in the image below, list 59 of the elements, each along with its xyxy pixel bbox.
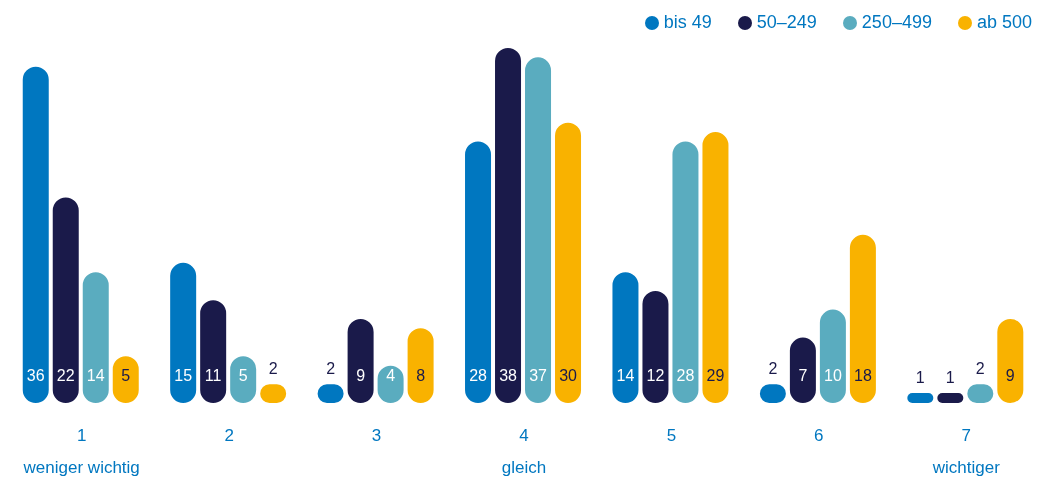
text: gleich — [501, 458, 547, 477]
legend-label: ab 500 — [976, 12, 1032, 33]
x-tick-label: 1 — [76, 426, 87, 445]
data-label: 9 — [356, 367, 366, 384]
bar — [82, 272, 109, 403]
bar — [555, 122, 582, 403]
data-label: 14 — [86, 367, 105, 384]
data-label: 8 — [416, 367, 426, 384]
bar — [52, 197, 79, 403]
legend-label: 250–499 — [861, 12, 932, 33]
data-label: 15 — [174, 367, 193, 384]
x-tick-label: 2 — [224, 426, 234, 445]
bar — [849, 234, 876, 403]
bar — [672, 141, 699, 403]
x-tick-label: 7 — [961, 426, 972, 445]
data-label: 9 — [1005, 367, 1015, 384]
data-label: 2 — [326, 360, 336, 378]
data-label: 14 — [616, 367, 635, 384]
data-label: 36 — [26, 367, 45, 384]
data-label: 28 — [676, 367, 695, 384]
data-label: 4 — [386, 367, 396, 384]
data-label: 22 — [56, 367, 75, 384]
bar — [170, 262, 197, 403]
bar — [200, 300, 227, 403]
data-label: 29 — [706, 367, 725, 384]
legend-label: 50–249 — [756, 12, 817, 33]
data-label: 2 — [768, 360, 778, 378]
data-label: 5 — [238, 367, 248, 384]
x-tick-label: 3 — [371, 426, 382, 445]
bar — [495, 48, 522, 403]
bar — [819, 309, 846, 403]
data-label: 18 — [853, 367, 872, 384]
x-tick-label: 5 — [666, 426, 677, 445]
text: wichtiger — [931, 458, 1001, 477]
data-label: 12 — [646, 367, 665, 384]
data-label: 2 — [975, 360, 985, 378]
data-label: 1 — [915, 369, 925, 386]
data-label: 30 — [559, 367, 578, 384]
data-label: 38 — [499, 367, 518, 384]
bar — [525, 57, 552, 403]
text: weniger wichtig — [22, 458, 140, 477]
bar — [612, 272, 639, 403]
bar — [347, 318, 374, 403]
bar — [702, 132, 729, 403]
data-label: 5 — [121, 367, 131, 384]
data-label: 10 — [823, 367, 842, 384]
data-label: 1 — [945, 369, 955, 386]
data-label: 37 — [529, 367, 548, 384]
x-tick-label: 6 — [814, 426, 824, 445]
data-label: 11 — [204, 367, 222, 384]
data-label: 7 — [798, 367, 808, 384]
legend-label: bis 49 — [663, 12, 712, 33]
x-tick-label: 4 — [519, 426, 529, 445]
bar — [465, 141, 492, 403]
bar — [997, 318, 1024, 403]
data-label: 28 — [469, 367, 488, 384]
bar — [22, 66, 49, 403]
data-label: 2 — [268, 360, 278, 378]
bar — [642, 290, 669, 403]
